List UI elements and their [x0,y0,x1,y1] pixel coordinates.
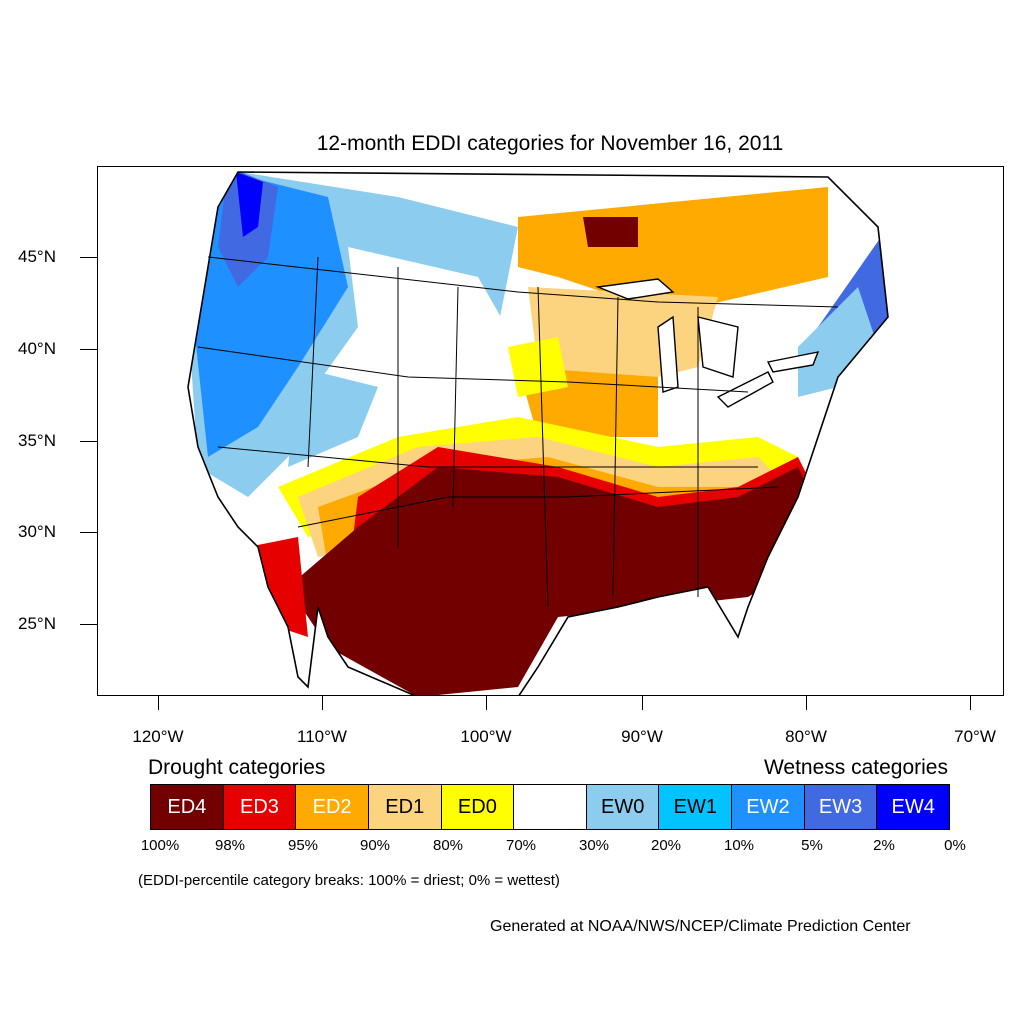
eddi-map [187,171,889,695]
lon-tick [642,696,643,710]
break-label: 2% [873,837,895,854]
lon-tick [158,696,159,710]
lat-tick [80,257,97,258]
break-label: 90% [359,837,391,854]
break-label: 70% [505,837,537,854]
legend-swatch-ew0: EW0 [586,785,660,829]
break-label: 30% [578,837,610,854]
legend-color-bar: ED4 ED3 ED2 ED1 ED0 EW0 EW1 EW2 EW3 EW4 [150,784,950,830]
break-label: 5% [801,837,823,854]
legend-swatch-neutral [514,785,587,829]
legend-swatch-ed2: ED2 [296,785,369,829]
lon-label-90w: 90°W [621,727,663,746]
lon-tick [486,696,487,710]
legend-swatch-ew1: EW1 [659,785,733,829]
lon-label-120w: 120°W [132,727,184,746]
lon-label-80w: 80°W [785,727,827,746]
drought-heading: Drought categories [148,756,326,779]
legend-swatch-ed4: ED4 [151,785,224,829]
lat-tick [80,441,97,442]
wetness-heading: Wetness categories [763,756,948,779]
lon-label-70w: 70°W [954,727,996,746]
legend-swatch-ed0: ED0 [441,785,515,829]
break-label: 80% [432,837,464,854]
lat-tick [80,349,97,350]
legend-swatch-ew2: EW2 [732,785,805,829]
lon-tick [322,696,323,710]
legend-swatch-ew4: EW4 [877,785,950,829]
lon-tick [970,696,971,710]
break-label: 10% [723,837,755,854]
map-frame [97,166,1004,696]
lat-label-35n: 35°N [18,431,56,450]
credit-line: Generated at NOAA/NWS/NCEP/Climate Predi… [490,918,911,935]
break-label: 0% [944,837,966,854]
lat-label-25n: 25°N [18,614,56,633]
lat-label-30n: 30°N [18,522,56,541]
break-label: 20% [650,837,682,854]
lon-tick [806,696,807,710]
map-title: 12-month EDDI categories for November 16… [316,132,784,155]
break-label: 98% [214,837,246,854]
lon-label-100w: 100°W [460,727,512,746]
category-note: (EDDI-percentile category breaks: 100% =… [138,872,560,889]
lat-label-40n: 40°N [18,339,56,358]
break-label: 100% [140,837,180,854]
legend-swatch-ed3: ED3 [223,785,297,829]
lat-label-45n: 45°N [18,247,56,266]
break-label: 95% [287,837,319,854]
lon-label-110w: 110°W [297,727,347,746]
lat-tick [80,624,97,625]
legend-swatch-ew3: EW3 [804,785,878,829]
lat-tick [80,532,97,533]
legend-swatch-ed1: ED1 [368,785,442,829]
